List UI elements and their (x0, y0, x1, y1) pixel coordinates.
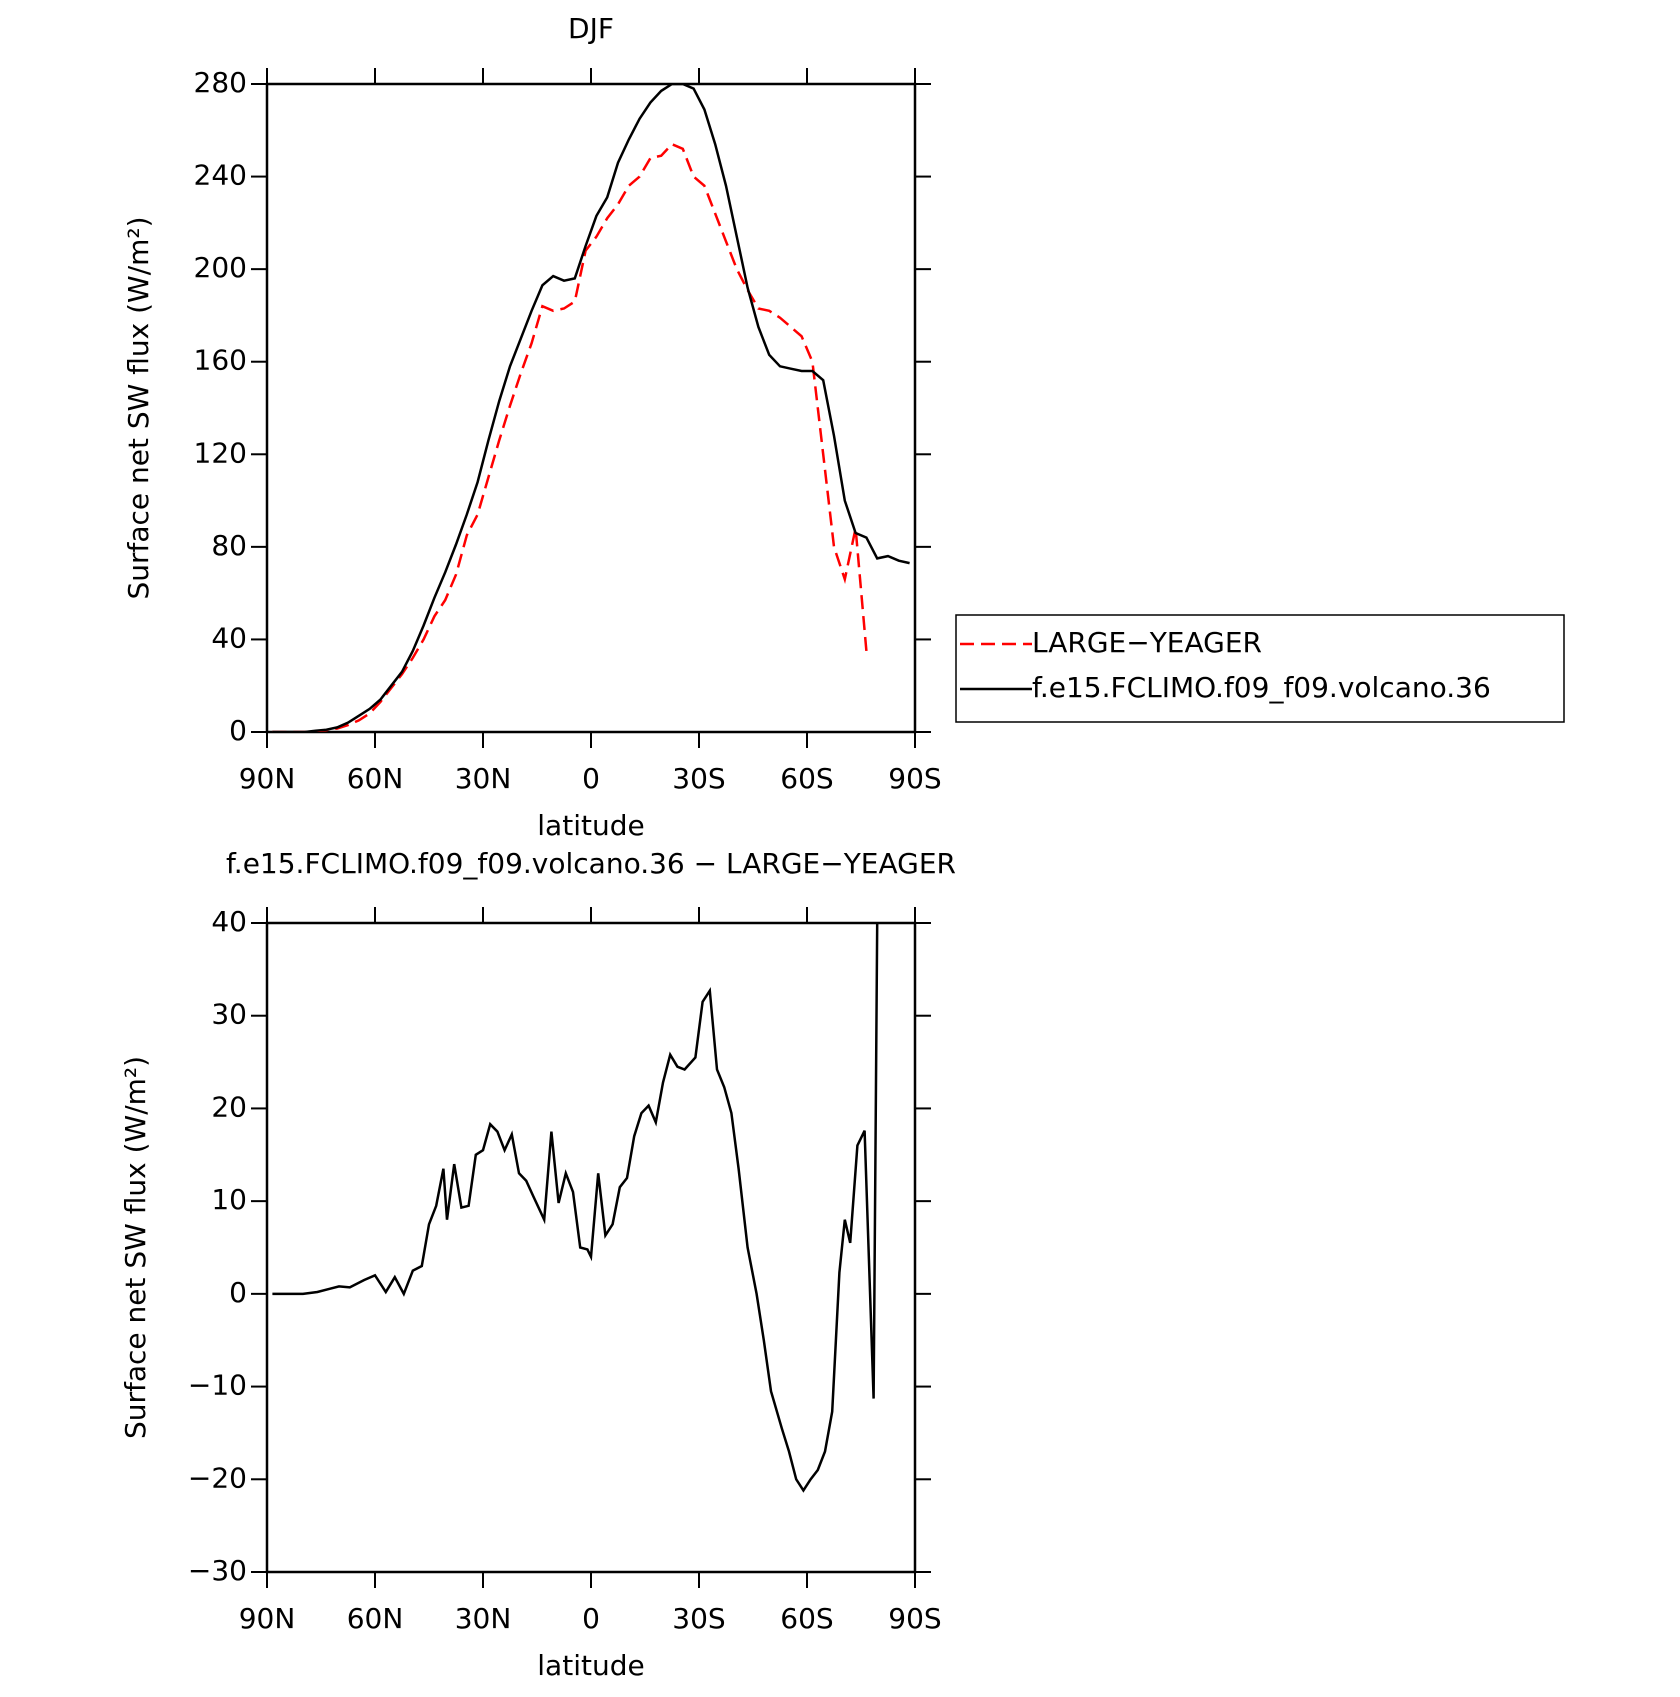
legend-label: f.e15.FCLIMO.f09_f09.volcano.36 (1032, 671, 1491, 704)
x-tick-label: 90N (239, 1602, 296, 1635)
y-tick-label: 0 (229, 1276, 247, 1309)
x-tick-label: 60S (780, 762, 833, 795)
y-axis-label: Surface net SW flux (W/m²) (119, 1056, 152, 1439)
chart-title: f.e15.FCLIMO.f09_f09.volcano.36 − LARGE−… (226, 847, 956, 880)
data-line (272, 142, 868, 732)
y-tick-label: 0 (229, 714, 247, 747)
y-tick-label: 160 (194, 344, 247, 377)
y-tick-label: 280 (194, 66, 247, 99)
x-tick-label: 60S (780, 1602, 833, 1635)
x-tick-label: 90N (239, 762, 296, 795)
x-tick-label: 30N (455, 762, 512, 795)
x-tick-label: 0 (582, 762, 600, 795)
y-tick-label: 30 (211, 998, 247, 1031)
y-tick-label: 80 (211, 529, 247, 562)
y-tick-label: 40 (211, 905, 247, 938)
x-tick-label: 60N (347, 762, 404, 795)
y-tick-label: −10 (188, 1369, 247, 1402)
data-line (272, 84, 910, 732)
y-tick-label: 240 (194, 159, 247, 192)
x-tick-label: 30S (672, 762, 725, 795)
x-tick-label: 60N (347, 1602, 404, 1635)
legend-box (955, 614, 1565, 723)
plot-frame (265, 921, 917, 1574)
legend-label: LARGE−YEAGER (1032, 626, 1262, 659)
y-tick-label: 20 (211, 1090, 247, 1123)
y-tick-label: 10 (211, 1183, 247, 1216)
plot-frame (265, 82, 917, 734)
x-axis-label: latitude (537, 1649, 644, 1682)
chart-title: DJF (568, 12, 614, 45)
y-tick-label: 120 (194, 436, 247, 469)
y-tick-label: −30 (188, 1554, 247, 1587)
x-tick-label: 30S (672, 1602, 725, 1635)
x-axis-label: latitude (537, 809, 644, 842)
x-tick-label: 90S (888, 762, 941, 795)
y-tick-label: −20 (188, 1461, 247, 1494)
data-line (272, 923, 879, 1493)
x-tick-label: 90S (888, 1602, 941, 1635)
y-tick-label: 40 (211, 621, 247, 654)
x-tick-label: 30N (455, 1602, 512, 1635)
x-tick-label: 0 (582, 1602, 600, 1635)
y-axis-label: Surface net SW flux (W/m²) (122, 216, 155, 599)
y-tick-label: 200 (194, 251, 247, 284)
